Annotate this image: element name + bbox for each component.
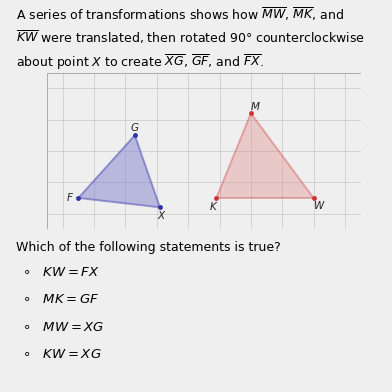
Text: $\circ$   $MW = XG$: $\circ$ $MW = XG$ [22,321,104,334]
Polygon shape [78,135,160,207]
Text: M: M [251,102,260,112]
Text: W: W [314,201,324,211]
Text: G: G [131,123,139,133]
Text: Which of the following statements is true?: Which of the following statements is tru… [16,241,280,254]
Text: $\circ$   $KW = FX$: $\circ$ $KW = FX$ [22,266,100,279]
Text: F: F [67,193,73,203]
Text: K: K [209,202,216,212]
Text: A series of transformations shows how $\overline{MW}$, $\overline{MK}$, and
$\ov: A series of transformations shows how $\… [16,6,365,72]
Text: X: X [158,211,165,221]
Polygon shape [216,113,314,198]
Text: $\circ$   $MK = GF$: $\circ$ $MK = GF$ [22,293,99,307]
Text: $\circ$   $KW = XG$: $\circ$ $KW = XG$ [22,348,101,361]
